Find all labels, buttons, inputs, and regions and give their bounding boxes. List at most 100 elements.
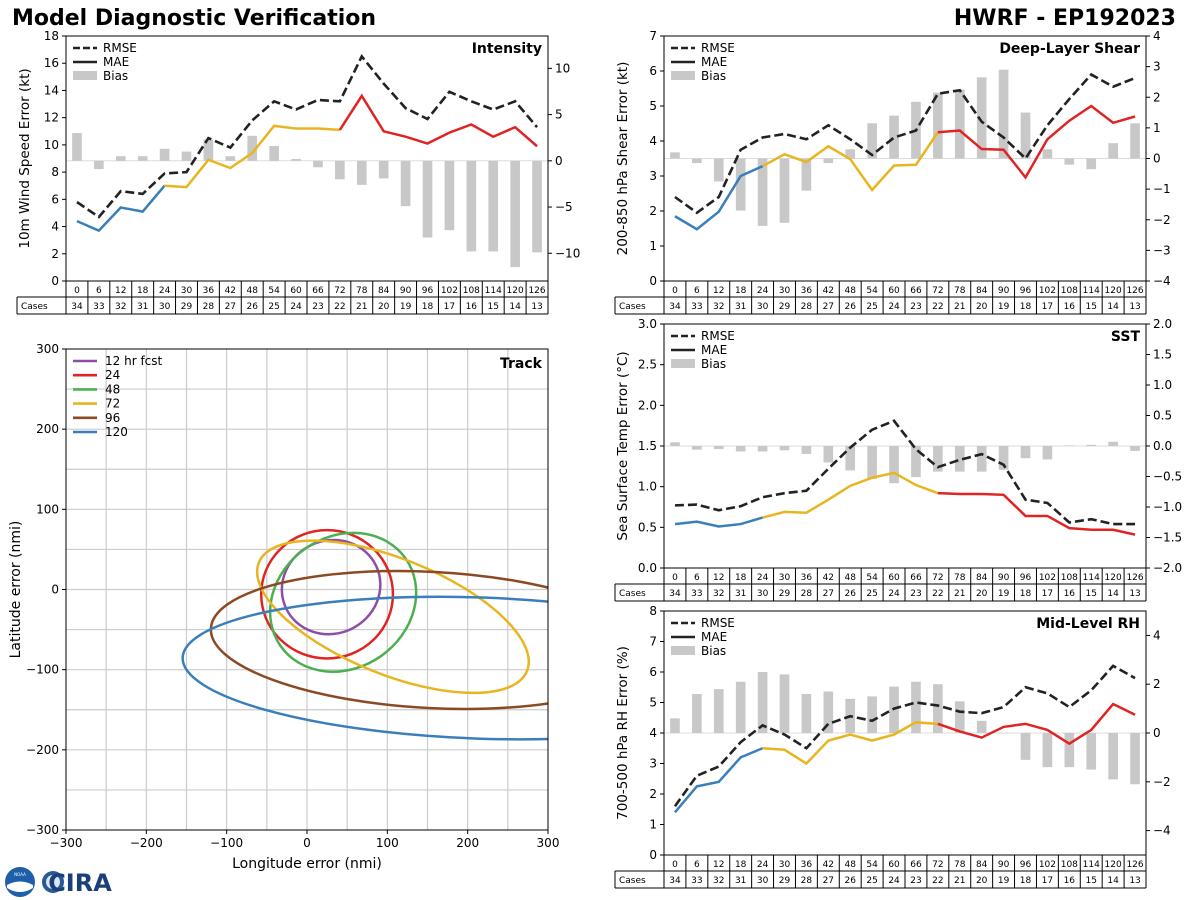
rh-bias-bar <box>1086 733 1097 770</box>
track-ytick-label: 200 <box>36 422 59 436</box>
legend-bias-swatch <box>671 359 695 368</box>
forecast-hour-cell: 126 <box>1126 860 1143 870</box>
forecast-hour-cell: 84 <box>378 286 390 296</box>
case-count-cell: 30 <box>757 589 769 599</box>
forecast-hour-cell: 24 <box>757 286 769 296</box>
case-count-cell: 28 <box>801 302 813 312</box>
legend-bias-swatch <box>671 646 695 655</box>
case-count-cell: 17 <box>1042 876 1053 886</box>
sst-bias-bar <box>1130 446 1140 451</box>
rh-bias-bar <box>713 689 724 733</box>
case-count-cell: 17 <box>1042 302 1053 312</box>
rh-ytick-label: 3 <box>649 757 657 771</box>
forecast-hour-cell: 12 <box>713 860 724 870</box>
sst-bias-bar <box>823 446 834 463</box>
sst-mae-line <box>937 491 1136 536</box>
track-panel: −300 −200 −100 0 100 200 300 −300 −200 −100 0 100 20… <box>8 342 560 872</box>
case-count-cell: 23 <box>910 302 921 312</box>
rh-bias-bar <box>735 681 746 733</box>
case-count-cell: 17 <box>1042 589 1053 599</box>
case-count-cell: 32 <box>115 302 126 312</box>
forecast-hour-cell: 96 <box>1020 286 1032 296</box>
rh-panel-title: Mid-Level RH <box>1036 616 1140 632</box>
case-count-cell: 15 <box>1086 589 1097 599</box>
track-ellipse-96 <box>209 569 548 711</box>
rh-bias-bar <box>1042 733 1053 768</box>
shear-y2tick-label: 1 <box>1153 121 1161 135</box>
track-ellipses <box>181 528 548 741</box>
rh-bias-bar <box>801 693 812 733</box>
track-ellipse-72 <box>255 539 531 695</box>
sst-y-axis-label: Sea Surface Temp Error (°C) <box>615 351 631 540</box>
case-count-cell: 14 <box>1107 876 1119 886</box>
track-legend-label: 72 <box>105 397 120 411</box>
shear-bias-bar <box>1042 149 1053 159</box>
case-count-cell: 18 <box>1020 589 1032 599</box>
rh-y2tick-label: −4 <box>1153 824 1171 838</box>
case-count-cell: 33 <box>93 302 104 312</box>
intensity-bias-bar <box>313 160 323 168</box>
rh-bias-bar <box>954 701 965 733</box>
forecast-hour-cell: 114 <box>1083 286 1100 296</box>
track-ytick-label: 0 <box>51 583 59 597</box>
sst-bias-bar <box>779 446 790 451</box>
track-legend-label: 24 <box>105 368 120 382</box>
shear-bias-bar <box>1086 158 1097 170</box>
forecast-hour-cell: 72 <box>932 573 943 583</box>
sst-bias-bar <box>845 446 856 471</box>
case-count-cell: 24 <box>888 589 900 599</box>
case-count-cell: 24 <box>888 876 900 886</box>
forecast-hour-cell: 96 <box>1020 573 1032 583</box>
intensity-ytick-label: 10 <box>44 138 59 152</box>
forecast-hour-cell: 66 <box>910 860 922 870</box>
forecast-hour-cell: 18 <box>735 286 747 296</box>
case-count-cell: 15 <box>1086 876 1097 886</box>
forecast-hour-cell: 42 <box>823 860 834 870</box>
case-count-cell: 14 <box>1107 589 1119 599</box>
shear-bias-bar <box>845 149 856 159</box>
rh-ytick-label: 0 <box>649 848 657 862</box>
intensity-mae-line <box>338 93 538 148</box>
sst-bias-bar <box>889 446 899 484</box>
shear-ytick-label: 2 <box>649 204 657 218</box>
rh-cases-table: Cases 0 34 6 33 12 32 18 31 24 30 30 29 36 28 42 27 48 26 5… <box>614 855 1147 889</box>
rh-ytick-label: 4 <box>649 726 657 740</box>
shear-bias-bar <box>1108 143 1118 159</box>
intensity-bias-bar <box>532 160 542 253</box>
forecast-hour-cell: 90 <box>998 286 1010 296</box>
track-xtick-label: 300 <box>537 836 560 850</box>
case-count-cell: 13 <box>1129 302 1140 312</box>
track-xtick-label: 0 <box>303 836 311 850</box>
page-title: Model Diagnostic Verification <box>12 6 377 31</box>
intensity-ytick-label: 6 <box>51 192 59 206</box>
shear-y2tick-label: 2 <box>1153 90 1161 104</box>
intensity-mae-line <box>76 184 166 233</box>
case-count-cell: 22 <box>334 302 345 312</box>
case-count-cell: 21 <box>954 876 965 886</box>
sst-bias-bar <box>1086 444 1097 446</box>
forecast-hour-cell: 114 <box>1083 573 1100 583</box>
track-legend-label: 12 hr fcst <box>105 354 163 368</box>
track-ytick-label: −300 <box>26 823 59 837</box>
case-count-cell: 22 <box>932 302 943 312</box>
forecast-hour-cell: 120 <box>1105 860 1122 870</box>
forecast-hour-cell: 84 <box>976 860 988 870</box>
track-ytick-label: −200 <box>26 743 59 757</box>
intensity-bias-bar <box>510 160 520 268</box>
intensity-ytick-label: 12 <box>44 111 59 125</box>
sst-bias-bar <box>670 442 680 446</box>
rh-y2tick-label: −2 <box>1153 775 1171 789</box>
legend-rmse-label: RMSE <box>701 329 735 343</box>
sst-rmse-line <box>674 419 1136 526</box>
forecast-hour-cell: 48 <box>247 286 259 296</box>
legend-bias-label: Bias <box>103 69 128 83</box>
shear-bias-bar <box>692 158 702 164</box>
case-count-cell: 22 <box>932 876 943 886</box>
rh-bias-bar <box>1064 733 1075 768</box>
legend-bias-label: Bias <box>701 69 726 83</box>
